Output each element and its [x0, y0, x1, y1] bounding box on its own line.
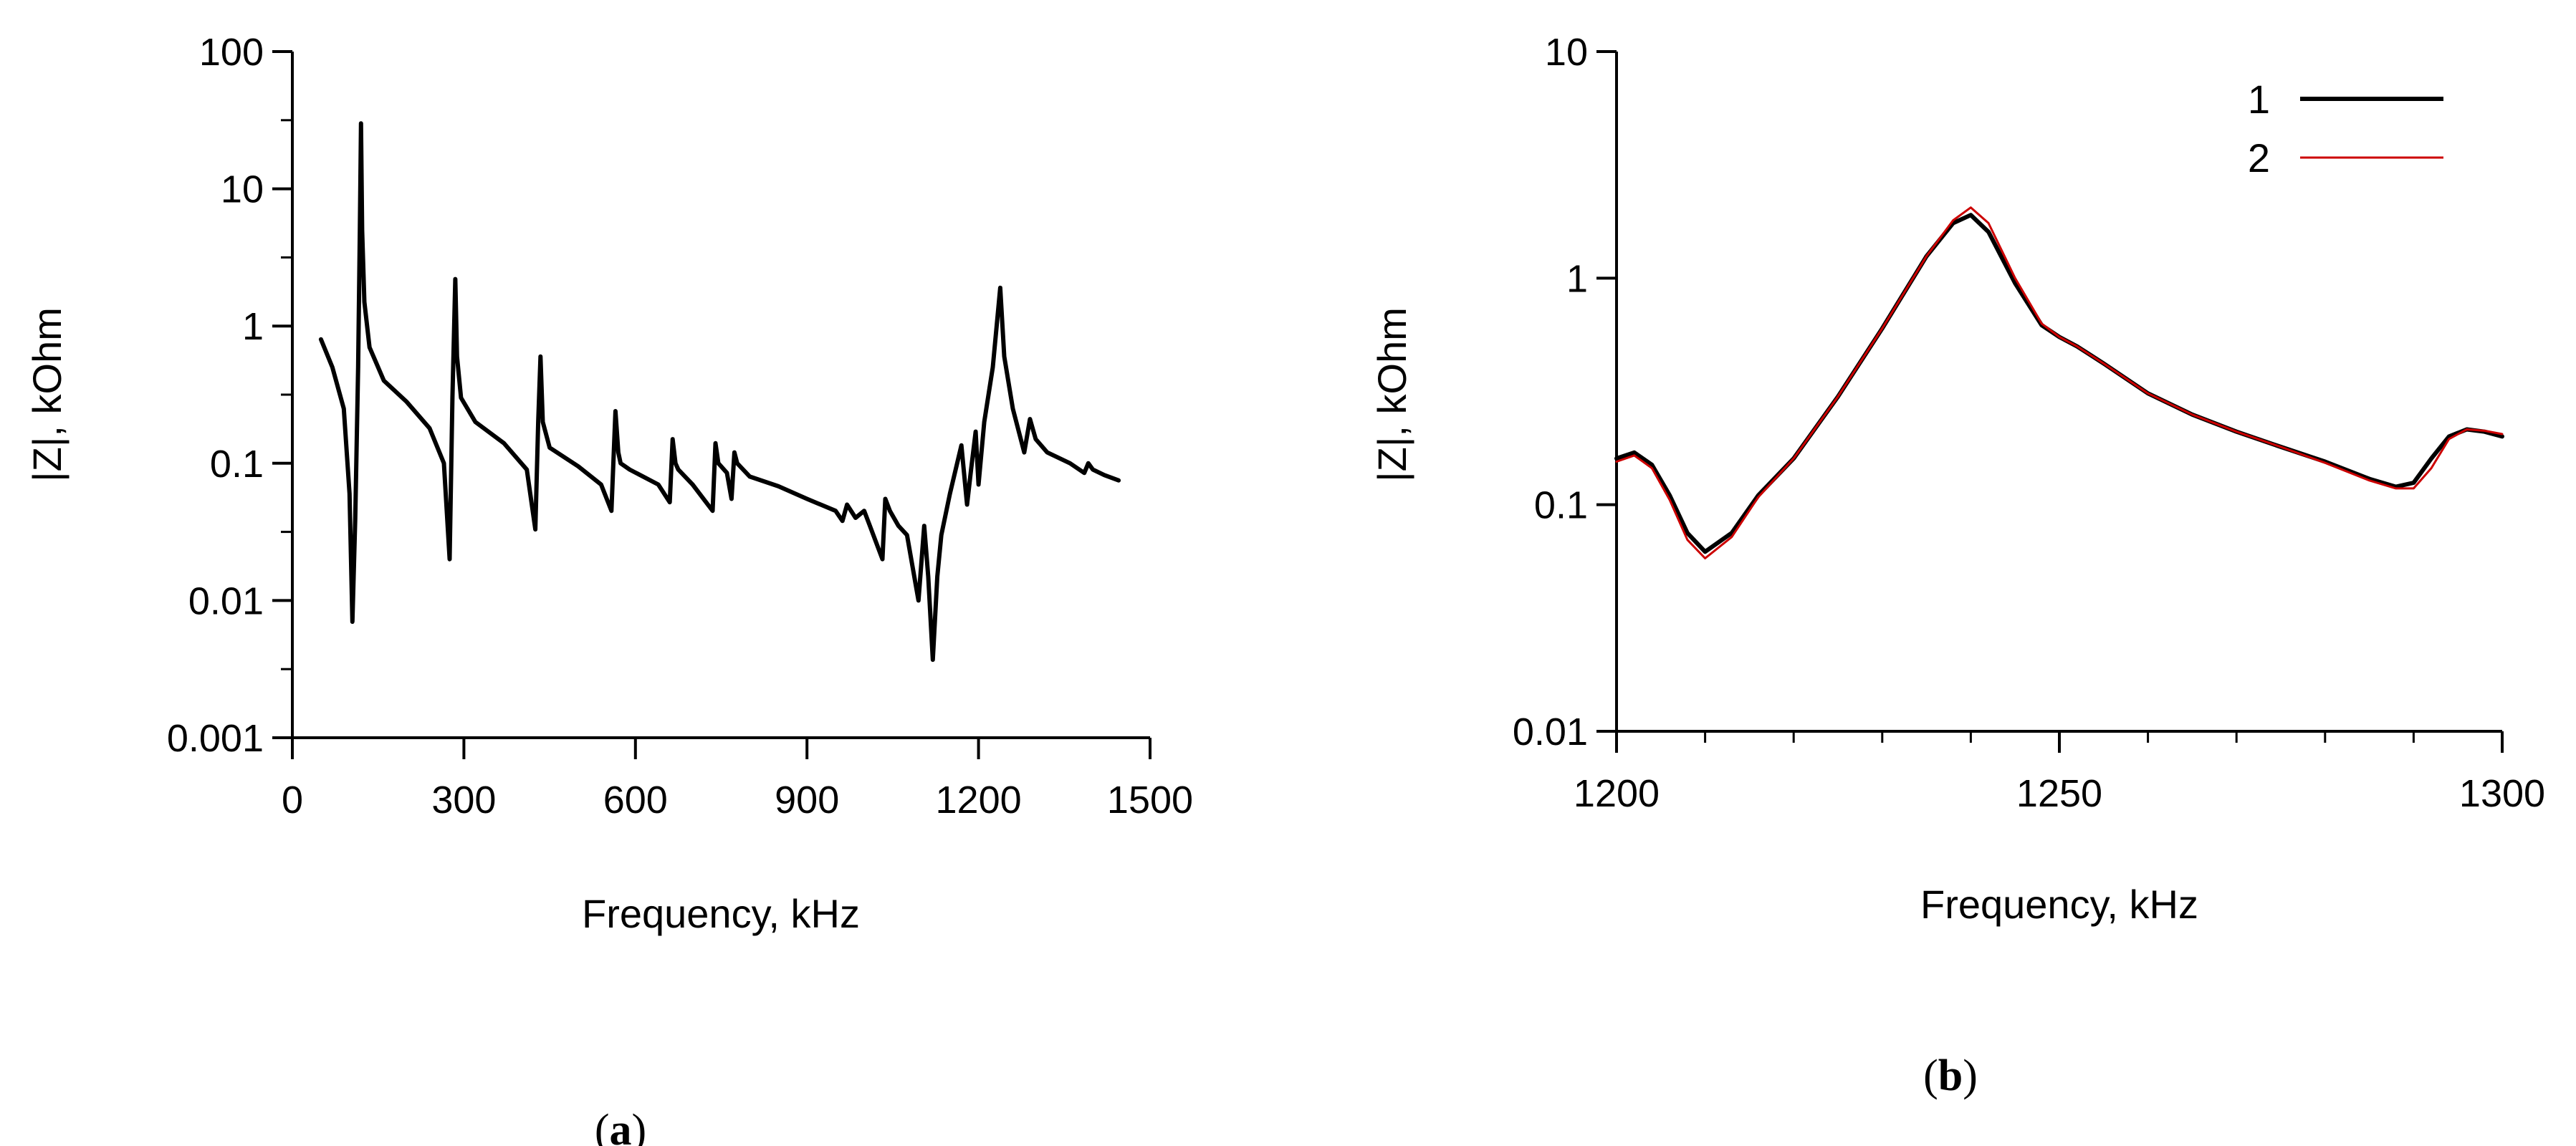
y-tick-label: 10: [221, 168, 264, 211]
y-tick-label: 1: [1566, 257, 1588, 300]
x-tick-label: 0: [282, 779, 303, 822]
x-tick-label: 1200: [1574, 772, 1660, 815]
y-tick-label: 0.001: [167, 717, 264, 760]
x-axis-title: Frequency, kHz: [582, 891, 860, 936]
legend-label: 2: [2248, 135, 2270, 180]
y-tick-label: 0.1: [1534, 484, 1588, 527]
legend-label: 1: [2248, 77, 2270, 122]
series-line: [318, 121, 1121, 663]
x-tick-label: 900: [775, 779, 839, 822]
y-tick-label: 10: [1545, 31, 1588, 74]
y-axis-title: |Z|, kOhm: [1369, 307, 1414, 482]
y-tick-label: 0.1: [210, 443, 264, 486]
x-tick-label: 1200: [936, 779, 1022, 822]
chart-panel-b: 0.01 0.1 1 10 1200 1250 1300 Frequency, kHz |Z|,…: [1369, 31, 2545, 1100]
x-tick-label: 600: [603, 779, 668, 822]
series-line-2: [1615, 206, 2504, 559]
panel-label-b: (b): [1923, 1051, 1978, 1100]
x-tick-label: 1300: [2459, 772, 2545, 815]
y-tick-label: 100: [199, 31, 264, 74]
y-tick-label: 0.01: [188, 579, 264, 622]
x-axis-title: Frequency, kHz: [1920, 882, 2198, 927]
x-tick-label: 1250: [2016, 772, 2102, 815]
x-tick-label: 300: [431, 779, 496, 822]
y-tick-label: 0.01: [1513, 711, 1588, 753]
x-tick-label: 1500: [1107, 779, 1193, 822]
y-axis-title: |Z|, kOhm: [24, 307, 70, 482]
series-line-1: [1614, 213, 2504, 554]
panel-label-a: (a): [595, 1106, 646, 1146]
y-tick-label: 1: [242, 305, 264, 348]
chart-panel-a: 0.001 0.01 0.1 1 10 100 0 300 600 900 1200 1500 Freq…: [24, 31, 1193, 1146]
